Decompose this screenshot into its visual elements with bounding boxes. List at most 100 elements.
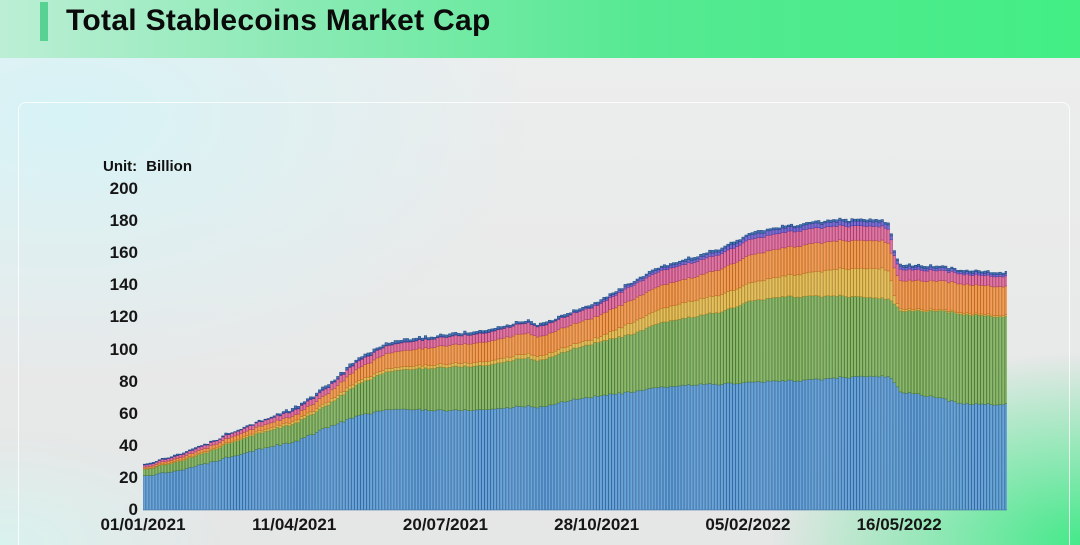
y-tick-label: 200	[109, 179, 138, 198]
bar-segment-dai	[720, 253, 724, 270]
bar-segment-dai	[747, 239, 751, 256]
bar-segment-busd	[659, 284, 663, 309]
bar-segment-usdc	[847, 297, 851, 379]
bar-segment-ustc	[284, 422, 288, 426]
bar-segment-ustc	[726, 291, 730, 310]
bar-segment-busd	[877, 240, 881, 270]
bar-segment-usdc	[384, 371, 388, 410]
bar-segment-ustc	[850, 268, 854, 297]
bar-segment-dai	[508, 327, 512, 338]
bar-segment-usdc	[786, 295, 790, 381]
bar-segment-busd	[163, 461, 167, 465]
bar-segment-usdt	[454, 409, 458, 511]
bar-segment-usdt	[505, 407, 509, 511]
bar-segment-dai	[160, 459, 164, 462]
bar-segment-usdc	[393, 370, 397, 410]
bar-segment-usdt	[717, 384, 721, 511]
bar-segment-usdt	[998, 404, 1002, 511]
bar-segment-tusd	[656, 267, 660, 270]
bar-segment-frax	[944, 267, 948, 271]
bar-segment-busd	[635, 296, 639, 321]
bar-segment-tusd	[257, 419, 261, 422]
bar-segment-usdt	[511, 407, 515, 511]
bar-segment-dai	[569, 314, 573, 326]
bar-segment-tusd	[877, 219, 881, 224]
bar-segment-tusd	[665, 265, 669, 268]
bar-segment-dai	[463, 334, 467, 344]
bar-segment-busd	[738, 260, 742, 289]
bar-segment-dai	[339, 375, 343, 383]
bar-segment-ustc	[584, 340, 588, 346]
bar-segment-dai	[750, 238, 754, 255]
bar-segment-dai	[741, 242, 745, 259]
bar-segment-ustc	[475, 361, 479, 367]
bar-segment-usdc	[439, 366, 443, 410]
bar-segment-tusd	[281, 411, 285, 414]
bar-segment-tusd	[327, 384, 331, 388]
bar-segment-busd	[729, 263, 733, 291]
bar-segment-usdt	[405, 409, 409, 511]
bar-segment-busd	[950, 281, 954, 311]
bar-segment-usdc	[538, 359, 542, 407]
bar-segment-busd	[720, 268, 724, 295]
bar-segment-usdt	[309, 434, 313, 511]
bar-segment-dai	[172, 456, 176, 460]
bar-segment-frax	[732, 244, 736, 249]
bar-segment-tusd	[560, 314, 564, 317]
bar-segment-tusd	[511, 323, 515, 326]
bar-segment-usdt	[910, 393, 914, 511]
bar-segment-busd	[862, 240, 866, 269]
bar-segment-busd	[493, 339, 497, 361]
bar-segment-usdt	[995, 404, 999, 511]
bar-segment-dai	[762, 236, 766, 254]
bar-segment-busd	[593, 316, 597, 338]
bar-segment-busd	[424, 347, 428, 365]
bar-segment-dai	[538, 325, 542, 337]
bar-segment-tusd	[699, 254, 703, 257]
bar-segment-dai	[668, 267, 673, 283]
bar-segment-dai	[175, 455, 180, 459]
bar-segment-usdt	[469, 410, 473, 511]
bar-segment-frax	[726, 245, 730, 251]
bar-segment-usdt	[850, 376, 854, 511]
bar-segment-busd	[384, 353, 388, 370]
bar-segment-usdt	[662, 386, 666, 511]
bar-segment-frax	[965, 271, 969, 275]
bar-segment-dai	[457, 335, 461, 345]
bar-segment-usdc	[505, 360, 509, 408]
y-tick-label: 180	[109, 211, 138, 231]
bar-segment-dai	[584, 308, 588, 320]
bar-segment-ustc	[378, 371, 382, 375]
bar-segment-busd	[647, 290, 651, 315]
bar-segment-usdt	[672, 386, 676, 511]
bar-segment-busd	[560, 327, 564, 349]
bar-segment-busd	[342, 380, 346, 392]
bar-segment-usdt	[526, 405, 530, 511]
bar-segment-usdt	[832, 377, 836, 511]
bar-segment-usdt	[245, 452, 249, 511]
bar-segment-dai	[629, 286, 633, 302]
bar-segment-ustc	[665, 307, 669, 323]
bar-segment-busd	[203, 448, 207, 452]
bar-segment-frax	[756, 232, 760, 238]
bar-segment-tusd	[856, 218, 860, 222]
bar-segment-usdt	[581, 397, 585, 511]
bar-segment-busd	[886, 242, 890, 272]
bar-segment-tusd	[889, 233, 893, 237]
bar-segment-usdc	[575, 347, 579, 400]
bar-segment-frax	[938, 267, 942, 271]
bar-segment-usdt	[898, 391, 902, 511]
bar-segment-tusd	[672, 262, 676, 266]
bar-segment-ustc	[505, 356, 509, 362]
bar-segment-frax	[699, 256, 703, 260]
bar-segment-usdc	[599, 341, 603, 397]
bar-segment-busd	[236, 434, 240, 440]
bar-segment-ustc	[309, 411, 313, 416]
bar-segment-ustc	[523, 354, 527, 359]
bar-segment-busd	[390, 352, 394, 369]
bar-segment-dai	[345, 369, 349, 378]
bar-segment-busd	[263, 424, 267, 430]
bar-segment-ustc	[363, 377, 367, 382]
bar-segment-dai	[913, 269, 918, 281]
bar-segment-dai	[877, 226, 881, 242]
